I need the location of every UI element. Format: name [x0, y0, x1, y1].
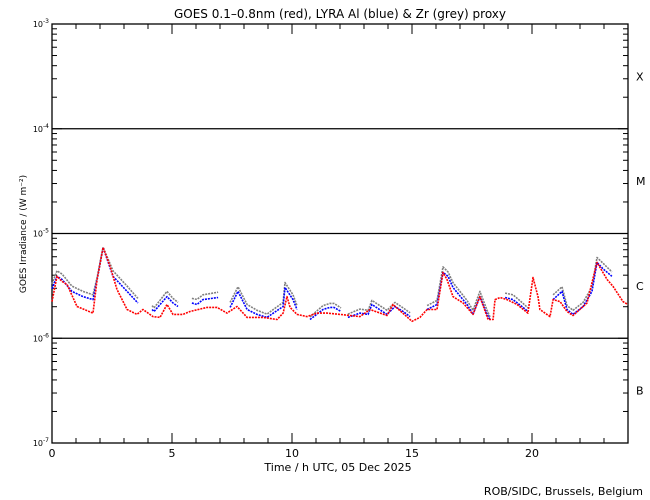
y-tick-label: 10-6 [33, 332, 49, 343]
x-tick-label: 5 [169, 447, 176, 460]
y-tick-label: 10-5 [33, 228, 49, 239]
flare-class-label-c: C [636, 280, 644, 293]
x-tick-label: 10 [285, 447, 299, 460]
series-line-lyra-zr-proxy [51, 246, 613, 318]
chart-title: GOES 0.1–0.8nm (red), LYRA Al (blue) & Z… [174, 7, 506, 21]
axes: 0 5 10 15 20 10-3 10-4 10-5 10-6 10-7 X M C B [33, 18, 646, 460]
y-tick-label: 10-3 [33, 18, 49, 29]
y-tick-label: 10-7 [33, 437, 49, 448]
x-axis-label: Time / h UTC, 05 Dec 2025 [263, 461, 411, 474]
x-tick-label: 20 [525, 447, 539, 460]
series-line-lyra-al-proxy [51, 246, 613, 321]
y-axis-label: GOES Irradiance / (W m⁻²) [19, 175, 29, 293]
flare-class-label-x: X [636, 70, 644, 83]
y-tick-label: 10-4 [33, 123, 49, 134]
flare-class-label-m: M [636, 175, 646, 188]
x-tick-label: 15 [405, 447, 419, 460]
flare-class-label-b: B [636, 385, 644, 398]
series-group [51, 246, 629, 323]
credit-text: ROB/SIDC, Brussels, Belgium [484, 485, 643, 498]
series-line-goes-0-1-0-8nm [51, 246, 629, 323]
x-tick-label: 0 [49, 447, 56, 460]
